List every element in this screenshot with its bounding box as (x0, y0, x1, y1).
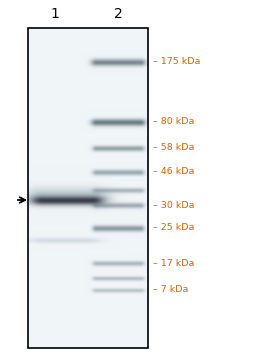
Text: 1: 1 (50, 7, 59, 21)
Bar (28, 28, 147, 348)
Text: – 175 kDa: – 175 kDa (152, 58, 200, 67)
Text: – 80 kDa: – 80 kDa (152, 117, 194, 126)
Text: – 7 kDa: – 7 kDa (152, 285, 188, 294)
Text: 2: 2 (113, 7, 122, 21)
Text: – 30 kDa: – 30 kDa (152, 201, 194, 210)
Text: – 46 kDa: – 46 kDa (152, 167, 194, 176)
Text: – 17 kDa: – 17 kDa (152, 258, 194, 267)
Text: – 58 kDa: – 58 kDa (152, 144, 194, 153)
Text: – 25 kDa: – 25 kDa (152, 224, 194, 233)
